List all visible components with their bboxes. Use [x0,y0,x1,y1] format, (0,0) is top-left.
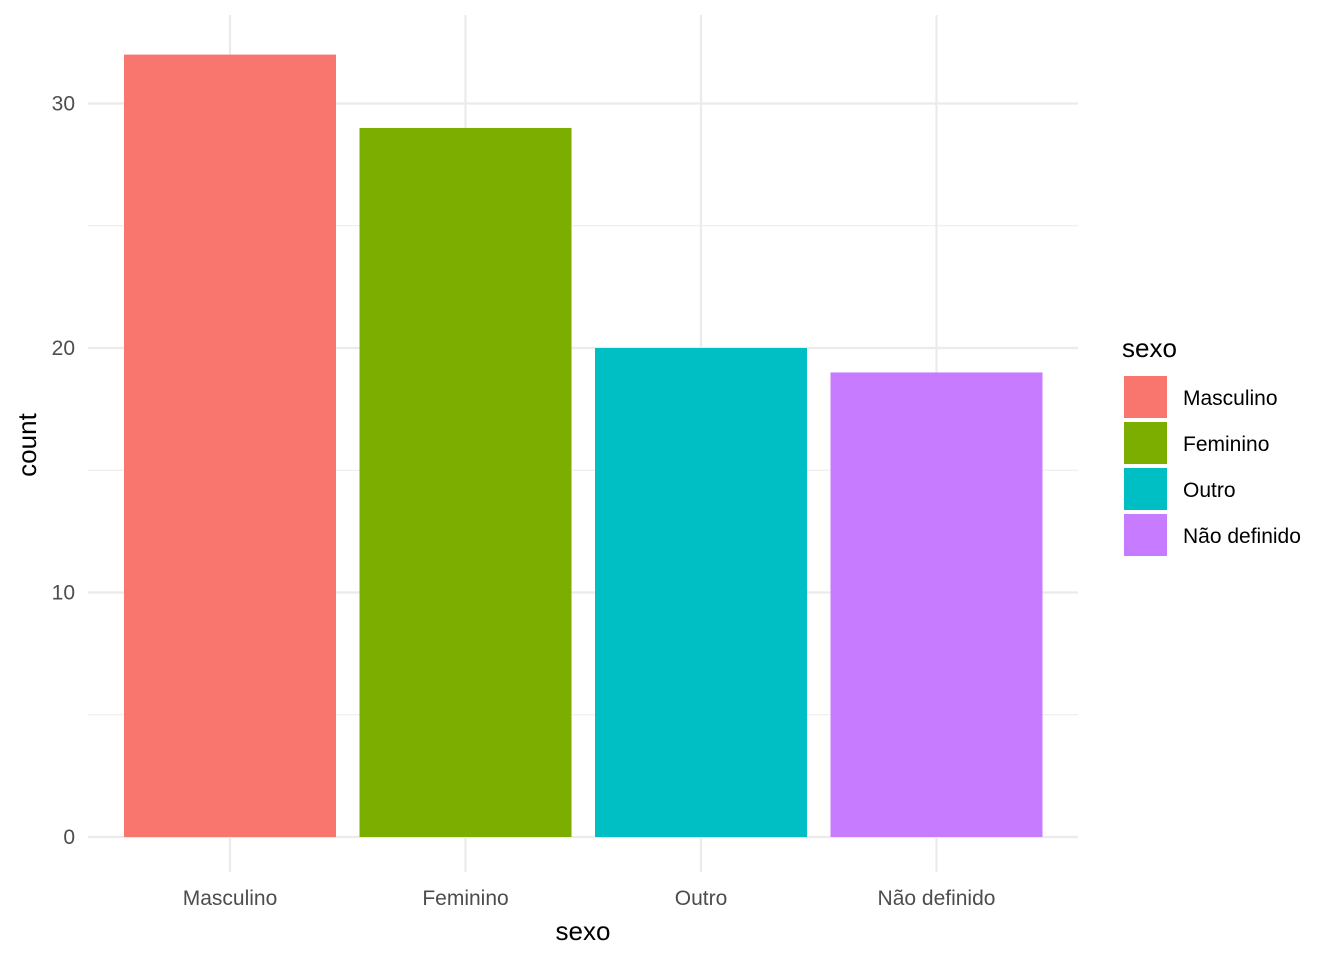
y-tick-label: 20 [52,337,75,360]
bar-feminino [359,127,572,837]
legend-key-label: Masculino [1183,387,1278,410]
y-axis-title: count [12,412,42,476]
legend-key-swatch [1124,514,1167,556]
legend-key-label: Outro [1183,479,1236,502]
x-tick-label: Outro [675,887,728,910]
legend-key-label: Não definido [1183,525,1301,548]
bar-masculino [124,54,336,838]
y-tick-label: 30 [52,93,75,116]
x-tick-label: Masculino [183,887,278,910]
x-axis-title: sexo [556,916,611,946]
x-tick-label: Não definido [878,887,996,910]
legend-key-swatch [1124,468,1167,510]
x-axis-ticks: Masculino Feminino Outro Não definido [183,887,996,910]
legend-key-swatch [1124,422,1167,464]
bar-outro [595,348,807,837]
legend-title: sexo [1122,333,1177,363]
x-tick-label: Feminino [422,887,508,910]
y-tick-label: 10 [52,582,75,605]
legend-key-label: Feminino [1183,433,1269,456]
y-axis-ticks: 0 10 20 30 [52,93,75,850]
legend-key-swatch [1124,376,1167,418]
bars [124,54,1043,838]
legend: sexo Masculino Feminino Outro Não definido [1122,333,1301,556]
bar-n-o-definido [830,372,1043,837]
y-tick-label: 0 [63,826,75,849]
